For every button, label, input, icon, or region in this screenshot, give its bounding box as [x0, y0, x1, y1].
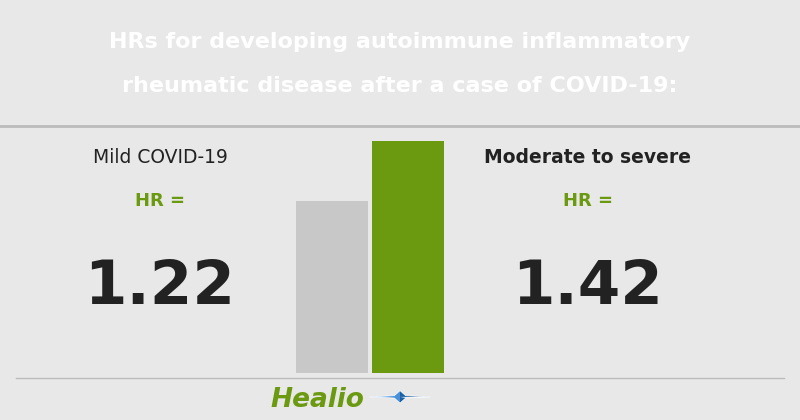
- Bar: [372, 141, 444, 373]
- Polygon shape: [370, 391, 400, 403]
- Bar: [296, 201, 368, 373]
- Text: HR =: HR =: [135, 192, 185, 210]
- Text: Healio: Healio: [270, 388, 364, 413]
- Text: Mild COVID-19: Mild COVID-19: [93, 148, 227, 167]
- Text: rheumatic disease after a case of COVID-19:: rheumatic disease after a case of COVID-…: [122, 76, 678, 96]
- Polygon shape: [400, 391, 430, 403]
- Text: Moderate to severe: Moderate to severe: [485, 148, 691, 167]
- Text: 1.42: 1.42: [513, 258, 663, 318]
- Text: HRs for developing autoimmune inflammatory: HRs for developing autoimmune inflammato…: [110, 32, 690, 52]
- Text: HR =: HR =: [563, 192, 613, 210]
- Text: 1.22: 1.22: [85, 258, 235, 318]
